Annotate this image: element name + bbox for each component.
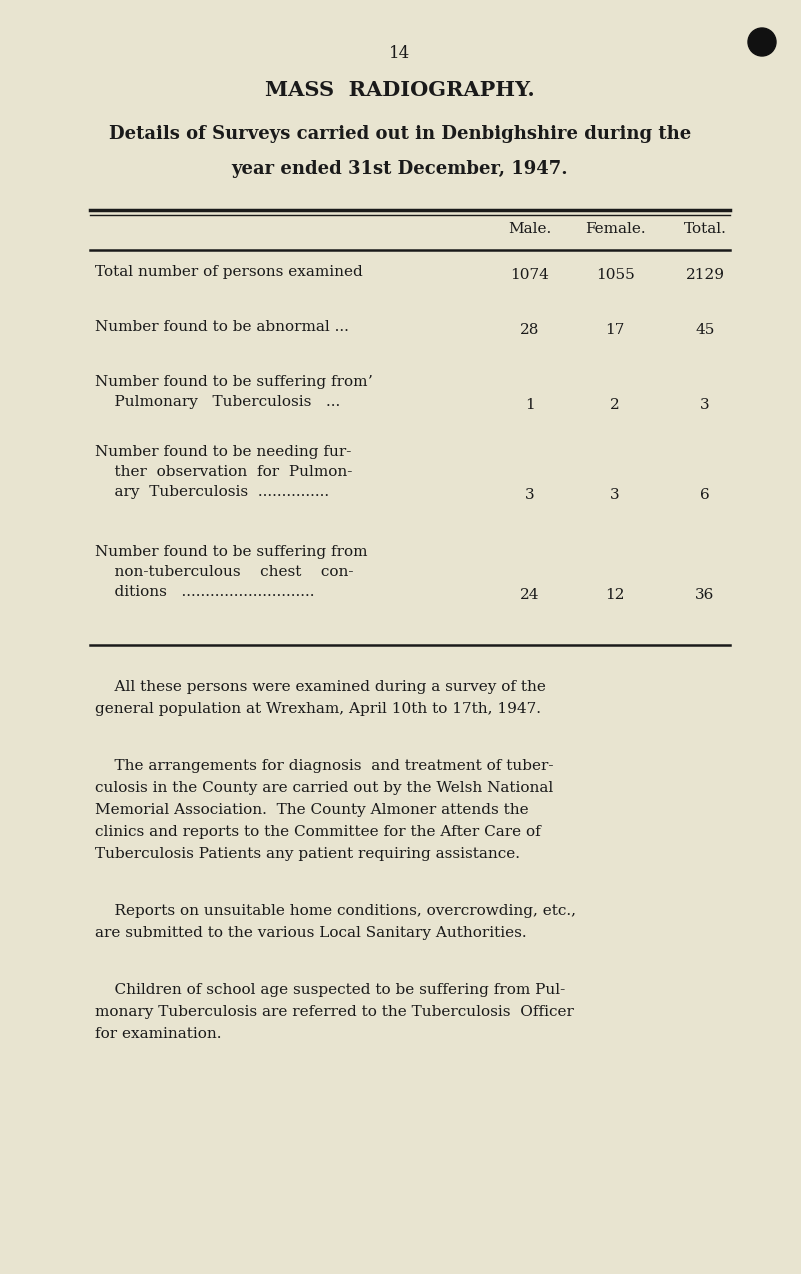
Text: 2129: 2129 [686,268,724,282]
Text: ther  observation  for  Pulmon-: ther observation for Pulmon- [95,465,352,479]
Text: 36: 36 [695,589,714,603]
Text: year ended 31st December, 1947.: year ended 31st December, 1947. [231,161,569,178]
Text: 3: 3 [700,397,710,412]
Text: 14: 14 [389,45,411,62]
Text: Details of Surveys carried out in Denbighshire during the: Details of Surveys carried out in Denbig… [109,125,691,143]
Text: MASS  RADIOGRAPHY.: MASS RADIOGRAPHY. [265,80,535,99]
Text: Number found to be suffering from: Number found to be suffering from [95,545,368,559]
Text: 17: 17 [606,324,625,338]
Text: general population at Wrexham, April 10th to 17th, 1947.: general population at Wrexham, April 10t… [95,702,541,716]
Text: Number found to be suffering fromʼ: Number found to be suffering fromʼ [95,375,372,389]
Text: ary  Tuberculosis  ...............: ary Tuberculosis ............... [95,485,329,499]
Circle shape [748,28,776,56]
Text: Number found to be needing fur-: Number found to be needing fur- [95,445,352,459]
Text: 12: 12 [606,589,625,603]
Text: 24: 24 [521,589,540,603]
Text: Memorial Association.  The County Almoner attends the: Memorial Association. The County Almoner… [95,803,529,817]
Text: Total number of persons examined: Total number of persons examined [95,265,363,279]
Text: 45: 45 [695,324,714,338]
Text: 3: 3 [525,488,535,502]
Text: All these persons were examined during a survey of the: All these persons were examined during a… [95,680,545,694]
Text: Children of school age suspected to be suffering from Pul-: Children of school age suspected to be s… [95,984,566,998]
Text: 1074: 1074 [510,268,549,282]
Text: ditions   ............................: ditions ............................ [95,585,315,599]
Text: 1055: 1055 [596,268,634,282]
Text: Total.: Total. [683,222,727,236]
Text: 1: 1 [525,397,535,412]
Text: clinics and reports to the Committee for the After Care of: clinics and reports to the Committee for… [95,826,541,840]
Text: are submitted to the various Local Sanitary Authorities.: are submitted to the various Local Sanit… [95,926,526,940]
Text: Number found to be abnormal ...: Number found to be abnormal ... [95,320,349,334]
Text: Female.: Female. [585,222,646,236]
Text: non-tuberculous    chest    con-: non-tuberculous chest con- [95,564,353,578]
Text: monary Tuberculosis are referred to the Tuberculosis  Officer: monary Tuberculosis are referred to the … [95,1005,574,1019]
Text: culosis in the County are carried out by the Welsh National: culosis in the County are carried out by… [95,781,553,795]
Text: The arrangements for diagnosis  and treatment of tuber-: The arrangements for diagnosis and treat… [95,759,553,773]
Text: 28: 28 [521,324,540,338]
Text: Reports on unsuitable home conditions, overcrowding, etc.,: Reports on unsuitable home conditions, o… [95,905,576,919]
Text: Tuberculosis Patients any patient requiring assistance.: Tuberculosis Patients any patient requir… [95,847,520,861]
Text: 6: 6 [700,488,710,502]
Text: 3: 3 [610,488,620,502]
Text: Pulmonary   Tuberculosis   ...: Pulmonary Tuberculosis ... [95,395,340,409]
Text: for examination.: for examination. [95,1027,222,1041]
Text: 2: 2 [610,397,620,412]
Text: Male.: Male. [509,222,552,236]
